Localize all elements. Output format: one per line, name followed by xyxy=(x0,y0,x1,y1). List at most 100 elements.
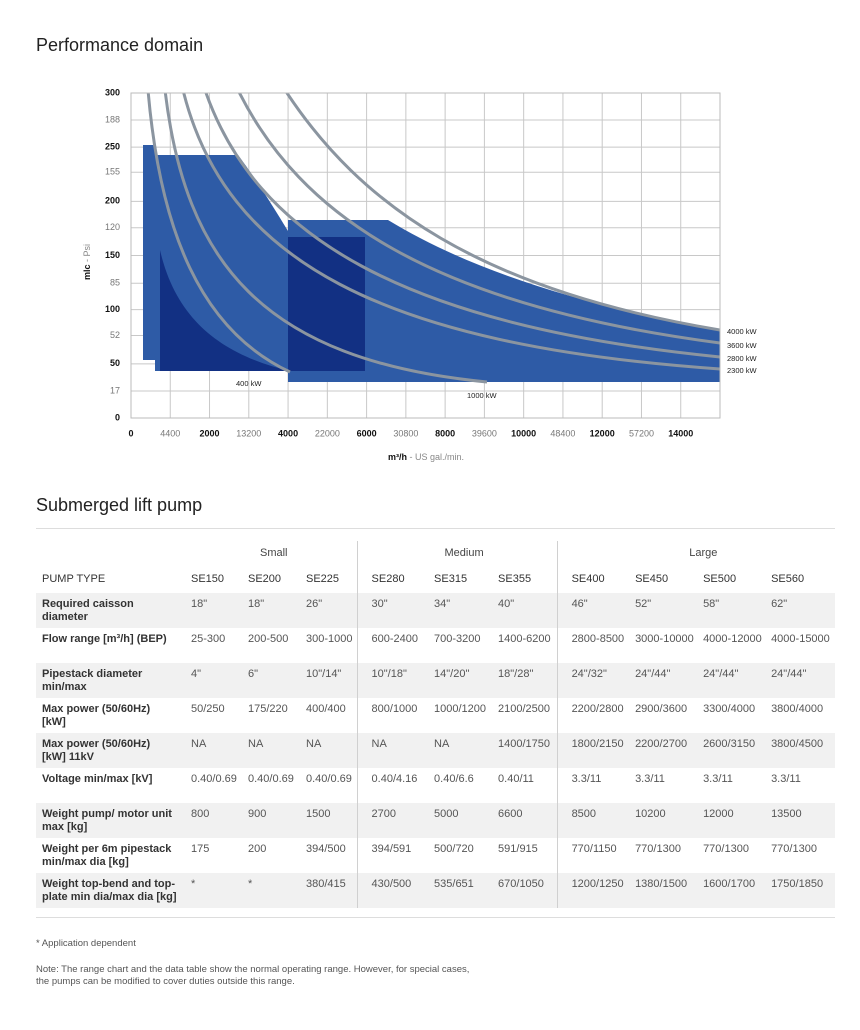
table-cell: * xyxy=(242,873,300,908)
y-tick-label: 17 xyxy=(110,385,120,395)
table-cell: NA xyxy=(242,733,300,768)
column-header: SE450 xyxy=(635,573,669,585)
table-row: Weight top-bend and top-plate min dia/ma… xyxy=(36,873,836,908)
table-cell: 10"/18" xyxy=(356,663,429,698)
x-tick-label: 0 xyxy=(128,428,133,438)
region xyxy=(143,145,155,360)
table-cell: 14"/20" xyxy=(428,663,493,698)
column-header: SE315 xyxy=(434,573,468,585)
table-cell: 200-500 xyxy=(248,633,289,645)
table-cell: 2100/2500 xyxy=(498,703,551,715)
row-label: Flow range [m³/h] (BEP) xyxy=(42,633,167,645)
table-cell: 0.40/11 xyxy=(498,773,534,785)
table-cell: 4000-15000 xyxy=(771,633,830,645)
table-cell: 0.40/6.6 xyxy=(434,773,474,785)
y-tick-label: 188 xyxy=(105,114,120,124)
y-tick-label: 0 xyxy=(115,412,120,422)
table-cell: 670/1050 xyxy=(492,873,558,908)
curve-label: 3600 kW xyxy=(727,341,758,350)
table-cell: 2200/2800 xyxy=(556,698,630,733)
curve xyxy=(285,93,720,332)
table-cell: 2700 xyxy=(356,803,429,838)
table-cell: 1600/1700 xyxy=(697,873,766,908)
y-tick-label: 250 xyxy=(105,142,120,152)
x-tick-label: 13200 xyxy=(236,428,261,438)
table-cell: 58" xyxy=(697,593,766,628)
table-cell: 500/720 xyxy=(434,843,474,855)
y-tick-label: 85 xyxy=(110,278,120,288)
table-row: Pipestack diameter min/max 4" 6" 10"/14" 10"… xyxy=(36,663,836,698)
table-cell: 24"/44" xyxy=(765,663,836,698)
table-cell: 0.40/0.69 xyxy=(248,773,294,785)
y-tick-label: 100 xyxy=(105,304,120,314)
table-cell: 52" xyxy=(629,593,698,628)
table-cell: 24"/44" xyxy=(697,663,766,698)
table-cell: 770/1300 xyxy=(771,843,817,855)
table-cell: 430/500 xyxy=(356,873,429,908)
table-cell: 200 xyxy=(248,843,267,855)
table-cell: 400/400 xyxy=(306,703,346,715)
row-label: Voltage min/max [kV] xyxy=(42,773,153,785)
table-cell: 46" xyxy=(556,593,630,628)
table-cell: 4000-12000 xyxy=(703,633,762,645)
table-cell: 900 xyxy=(242,803,300,838)
curve xyxy=(146,93,291,374)
table-cell: 800 xyxy=(185,803,242,838)
table-cell: 770/1150 xyxy=(556,838,630,873)
curve-label: 2800 kW xyxy=(727,354,758,363)
table-row: Small Medium Large xyxy=(36,541,836,565)
table-row: Weight pump/ motor unit max [kg] 800 900 15… xyxy=(36,803,836,838)
table-cell: 18" xyxy=(242,593,300,628)
table-cell: 535/651 xyxy=(428,873,493,908)
table-cell: 26" xyxy=(300,593,358,628)
table-cell: 700-3200 xyxy=(434,633,481,645)
table-cell: 10200 xyxy=(629,803,698,838)
table-cell: 394/500 xyxy=(306,843,346,855)
table-cell: 300-1000 xyxy=(306,633,353,645)
table-cell: 25-300 xyxy=(191,633,226,645)
row-label: Pipestack diameter min/max xyxy=(36,663,185,698)
table-cell: 3800/4500 xyxy=(765,733,836,768)
table-cell: 62" xyxy=(765,593,836,628)
table-row: Max power (50/60Hz) [kW] 50/250 175/220 400… xyxy=(36,698,835,733)
curve xyxy=(163,93,488,384)
rule xyxy=(36,917,835,918)
x-tick-label: 39600 xyxy=(472,428,497,438)
x2-label: - US gal./min. xyxy=(410,452,465,462)
table-cell: 40" xyxy=(492,593,558,628)
table-cell: 2800-8500 xyxy=(556,628,630,663)
group-header: Large xyxy=(556,541,836,565)
x-tick-label: 14000 xyxy=(668,428,693,438)
y-tick-label: 150 xyxy=(105,250,120,260)
footnote: * Application dependent xyxy=(36,938,136,949)
table-cell: 24"/44" xyxy=(629,663,698,698)
y-tick-label: 155 xyxy=(105,167,120,177)
table-cell: 1000/1200 xyxy=(434,703,487,715)
table-cell: 50/250 xyxy=(191,703,225,715)
table-cell: 2600/3150 xyxy=(697,733,766,768)
rule xyxy=(36,528,835,529)
curve xyxy=(182,93,720,371)
table-cell: 3800/4000 xyxy=(771,703,824,715)
row-label: Weight top-bend and top-plate min dia/ma… xyxy=(36,873,185,908)
chart: 400 kW 1000 kW 4000 kW 3600 kW 2800 kW 2… xyxy=(82,87,758,462)
x-tick-label: 30800 xyxy=(393,428,418,438)
table-cell: 1800/2150 xyxy=(556,733,630,768)
y-label: mlc xyxy=(82,265,92,281)
row-label: Required caisson diameter xyxy=(36,593,185,628)
table-cell: NA xyxy=(300,733,358,768)
table-cell: NA xyxy=(356,733,429,768)
x-tick-label: 57200 xyxy=(629,428,654,438)
table-cell: 24"/32" xyxy=(556,663,630,698)
y2-label: - Psi xyxy=(82,244,92,262)
plot-frame xyxy=(130,92,721,419)
group-header: Medium xyxy=(356,541,558,565)
table-cell: 770/1300 xyxy=(703,843,749,855)
y-tick-label: 52 xyxy=(110,330,120,340)
table-row: Weight per 6m pipestack min/max dia [kg]… xyxy=(36,838,835,873)
x-label: m³/h xyxy=(388,452,407,462)
table-cell: 175 xyxy=(191,843,210,855)
power-curves xyxy=(146,93,720,384)
table-cell: 770/1300 xyxy=(635,843,681,855)
